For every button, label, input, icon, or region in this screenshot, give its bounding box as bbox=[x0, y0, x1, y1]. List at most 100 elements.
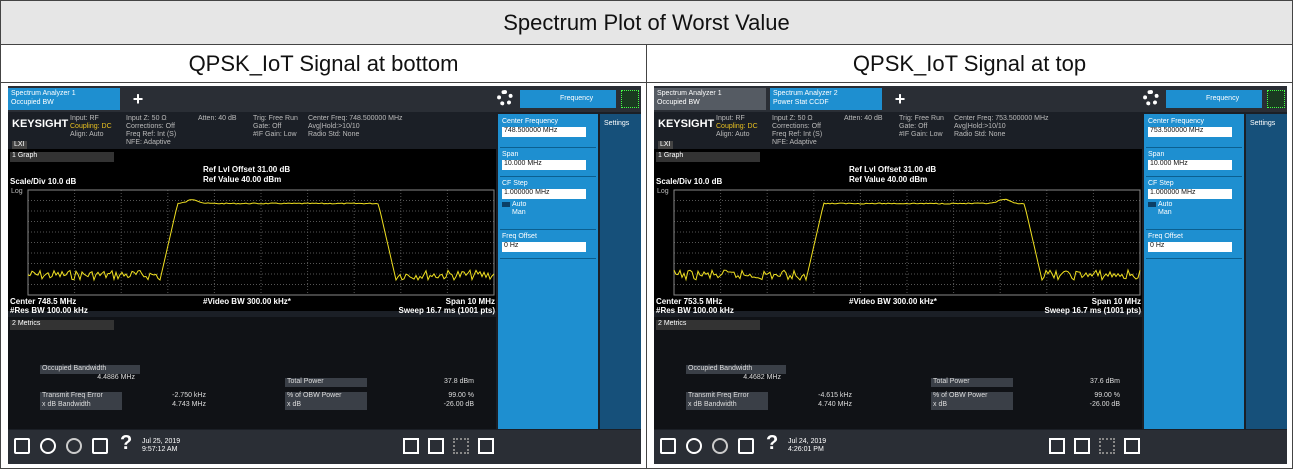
softkey[interactable]: CF Step 1.000000 MHz Auto Man bbox=[1146, 178, 1242, 230]
taskbar-icon[interactable] bbox=[66, 438, 82, 454]
brand: KEYSIGHT bbox=[12, 118, 69, 130]
taskbar-icon[interactable] bbox=[660, 438, 676, 454]
metric-label: x dB Bandwidth bbox=[40, 401, 122, 410]
taskbar-icon[interactable] bbox=[1074, 438, 1090, 454]
center-label: Center 748.5 MHz bbox=[10, 297, 77, 306]
softkey-label: Center Frequency bbox=[502, 118, 559, 125]
metric-label: Occupied Bandwidth bbox=[686, 365, 786, 374]
help-icon[interactable]: ? bbox=[766, 432, 779, 454]
taskbar-icon[interactable] bbox=[686, 438, 702, 454]
help-icon[interactable]: ? bbox=[120, 432, 133, 454]
taskbar-icon[interactable] bbox=[1099, 438, 1115, 454]
scale: Scale/Div 10.0 dB bbox=[656, 177, 723, 186]
header-field: Align: Auto bbox=[70, 131, 104, 138]
tab-label: Spectrum Analyzer 2 bbox=[773, 90, 838, 97]
settings-tab bbox=[1246, 114, 1287, 429]
header-field: #IF Gain: Low bbox=[899, 131, 943, 138]
softkey[interactable]: Span 10.000 MHz bbox=[500, 149, 596, 177]
gear-icon[interactable] bbox=[1143, 90, 1159, 106]
video-bw-label: #Video BW 300.00 kHz* bbox=[203, 297, 291, 306]
metric-label: % of OBW Power bbox=[285, 392, 367, 401]
softkey-option: Man bbox=[512, 209, 526, 216]
span-label: Span 10 MHz bbox=[445, 297, 495, 306]
gear-icon[interactable] bbox=[497, 90, 513, 106]
add-tab[interactable]: + bbox=[132, 89, 144, 109]
softkey[interactable]: Span 10.000 MHz bbox=[1146, 149, 1242, 177]
menu-button[interactable]: Frequency bbox=[520, 90, 616, 108]
metric-value: 4.740 MHz bbox=[818, 401, 852, 408]
softkey-option: Auto bbox=[1158, 201, 1173, 208]
softkey-value: 753.500000 MHz bbox=[1148, 127, 1232, 137]
header-field: Coupling: DC bbox=[716, 123, 758, 130]
taskbar-icon[interactable] bbox=[92, 438, 108, 454]
graticule bbox=[27, 189, 495, 296]
header-field: NFE: Adaptive bbox=[126, 139, 171, 146]
header-field: #IF Gain: Low bbox=[253, 131, 297, 138]
metric-label: Occupied Bandwidth bbox=[40, 365, 140, 374]
taskbar-icon[interactable] bbox=[40, 438, 56, 454]
tab[interactable]: Spectrum Analyzer 1 Occupied BW bbox=[8, 88, 120, 110]
metrics-menu[interactable]: 2 Metrics bbox=[656, 320, 760, 330]
taskbar-icon[interactable] bbox=[453, 438, 469, 454]
taskbar-icon[interactable] bbox=[1049, 438, 1065, 454]
taskbar-icon[interactable] bbox=[478, 438, 494, 454]
status-icon bbox=[1267, 90, 1285, 108]
header-field: Gate: Off bbox=[899, 123, 928, 130]
softkey[interactable]: Freq Offset 0 Hz bbox=[500, 231, 596, 259]
softkey-label: CF Step bbox=[1148, 180, 1174, 187]
menu-button[interactable]: Frequency bbox=[1166, 90, 1262, 108]
softkey[interactable]: CF Step 1.000000 MHz Auto Man bbox=[500, 178, 596, 230]
header-field: Input: RF bbox=[716, 115, 745, 122]
metric-value: 4.4682 MHz bbox=[743, 374, 781, 381]
trace bbox=[27, 199, 495, 282]
sweep-label: Sweep 16.7 ms (1001 pts) bbox=[398, 306, 496, 315]
header-field: Trig: Free Run bbox=[253, 115, 298, 122]
badge: LXI bbox=[658, 141, 673, 149]
column-heading: QPSK_IoT Signal at bottom bbox=[0, 44, 647, 83]
header-field: Avg|Hold:>10/10 bbox=[308, 123, 360, 130]
settings-label[interactable]: Settings bbox=[1250, 120, 1276, 127]
tab-label: Spectrum Analyzer 1 bbox=[657, 90, 722, 97]
video-bw-label: #Video BW 300.00 kHz* bbox=[849, 297, 937, 306]
metric-label: x dB Bandwidth bbox=[686, 401, 768, 410]
taskbar-icon[interactable] bbox=[1124, 438, 1140, 454]
softkey-value: 1.000000 MHz bbox=[502, 189, 586, 199]
taskbar bbox=[654, 430, 1287, 464]
add-tab[interactable]: + bbox=[894, 89, 906, 109]
table-title: Spectrum Plot of Worst Value bbox=[0, 0, 1293, 45]
header-field: Align: Auto bbox=[716, 131, 750, 138]
softkey-value: 10.000 MHz bbox=[1148, 160, 1232, 170]
taskbar-icon[interactable] bbox=[428, 438, 444, 454]
taskbar-icon[interactable] bbox=[403, 438, 419, 454]
metric-value: -26.00 dB bbox=[443, 401, 474, 408]
taskbar-icon[interactable] bbox=[712, 438, 728, 454]
softkey-value: 748.500000 MHz bbox=[502, 127, 586, 137]
header-field: Center Freq: 753.500000 MHz bbox=[954, 115, 1049, 122]
metric-label: % of OBW Power bbox=[931, 392, 1013, 401]
settings-label[interactable]: Settings bbox=[604, 120, 630, 127]
graph-menu[interactable]: 1 Graph bbox=[656, 152, 760, 162]
softkey-value: 0 Hz bbox=[502, 242, 586, 252]
softkey-label: Span bbox=[502, 151, 519, 158]
metric-value: -4.615 kHz bbox=[818, 392, 852, 399]
scale: Scale/Div 10.0 dB bbox=[10, 177, 77, 186]
ref-value: Ref Value 40.00 dBm bbox=[203, 175, 282, 184]
softkey[interactable]: Center Frequency 748.500000 MHz bbox=[500, 116, 596, 148]
softkey[interactable]: Center Frequency 753.500000 MHz bbox=[1146, 116, 1242, 148]
taskbar-icon[interactable] bbox=[738, 438, 754, 454]
tab[interactable]: Spectrum Analyzer 2 Power Stat CCDF bbox=[770, 88, 882, 110]
header-field: Avg|Hold:>10/10 bbox=[954, 123, 1006, 130]
brand: KEYSIGHT bbox=[658, 118, 715, 130]
tab[interactable]: Spectrum Analyzer 1 Occupied BW bbox=[654, 88, 766, 110]
metric-label: Transmit Freq Error bbox=[40, 392, 122, 401]
graph-menu[interactable]: 1 Graph bbox=[10, 152, 114, 162]
header-field: Center Freq: 748.500000 MHz bbox=[308, 115, 403, 122]
metrics-menu[interactable]: 2 Metrics bbox=[10, 320, 114, 330]
analyzer-screenshot: Spectrum Analyzer 1 Occupied BW Spectrum A… bbox=[654, 86, 1287, 464]
softkey[interactable]: Freq Offset 0 Hz bbox=[1146, 231, 1242, 259]
header-field: Freq Ref: Int (S) bbox=[126, 131, 177, 138]
taskbar-icon[interactable] bbox=[14, 438, 30, 454]
metric-label: Total Power bbox=[285, 378, 367, 387]
header-field: Corrections: Off bbox=[772, 123, 821, 130]
